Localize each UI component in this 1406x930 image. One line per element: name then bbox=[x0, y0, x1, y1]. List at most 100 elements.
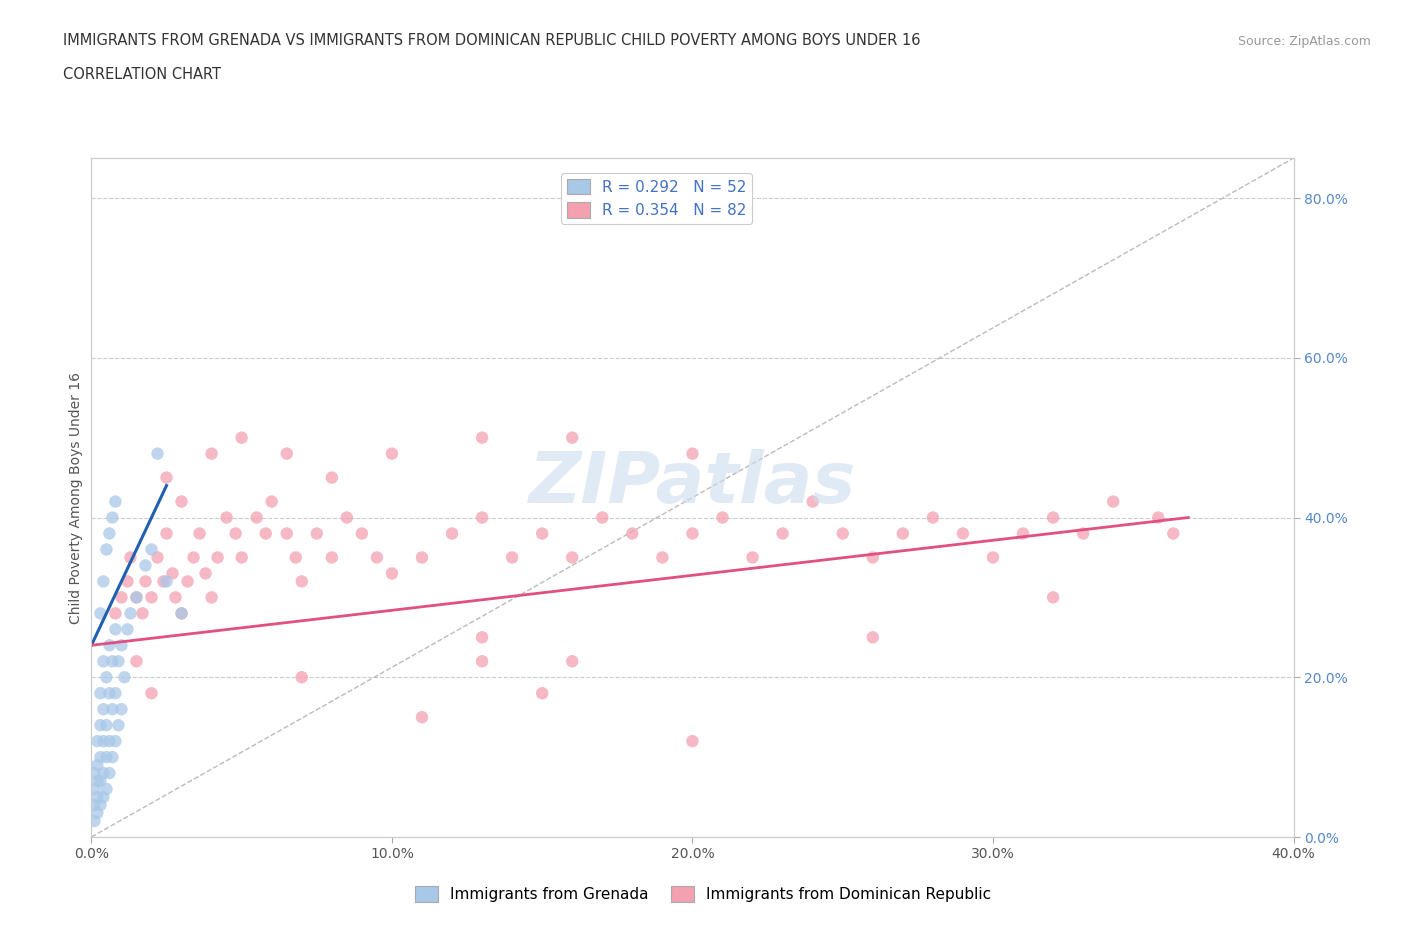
Point bbox=[86, 805, 108, 820]
Point bbox=[104, 606, 127, 621]
Point bbox=[531, 685, 554, 700]
Point bbox=[104, 622, 127, 637]
Point bbox=[101, 510, 124, 525]
Point bbox=[104, 734, 127, 749]
Point bbox=[891, 526, 914, 541]
Point bbox=[188, 526, 211, 541]
Point bbox=[681, 734, 703, 749]
Point bbox=[801, 494, 824, 509]
Point bbox=[93, 790, 115, 804]
Point bbox=[411, 710, 433, 724]
Point bbox=[291, 574, 314, 589]
Point bbox=[125, 590, 148, 604]
Point bbox=[110, 702, 132, 717]
Point bbox=[120, 550, 142, 565]
Point bbox=[98, 734, 121, 749]
Point bbox=[89, 798, 111, 813]
Text: IMMIGRANTS FROM GRENADA VS IMMIGRANTS FROM DOMINICAN REPUBLIC CHILD POVERTY AMON: IMMIGRANTS FROM GRENADA VS IMMIGRANTS FR… bbox=[63, 33, 921, 48]
Point bbox=[291, 670, 314, 684]
Point bbox=[350, 526, 373, 541]
Point bbox=[93, 702, 115, 717]
Point bbox=[215, 510, 238, 525]
Point bbox=[86, 774, 108, 789]
Point bbox=[621, 526, 644, 541]
Point bbox=[276, 446, 298, 461]
Point bbox=[110, 638, 132, 653]
Point bbox=[183, 550, 205, 565]
Point bbox=[336, 510, 359, 525]
Legend: R = 0.292   N = 52, R = 0.354   N = 82: R = 0.292 N = 52, R = 0.354 N = 82 bbox=[561, 173, 752, 224]
Point bbox=[170, 606, 193, 621]
Point bbox=[89, 774, 111, 789]
Point bbox=[83, 765, 105, 780]
Point bbox=[110, 590, 132, 604]
Point bbox=[89, 606, 111, 621]
Point bbox=[1161, 526, 1184, 541]
Point bbox=[155, 574, 177, 589]
Point bbox=[1147, 510, 1170, 525]
Point bbox=[155, 471, 177, 485]
Point bbox=[201, 446, 224, 461]
Point bbox=[681, 446, 703, 461]
Point bbox=[952, 526, 974, 541]
Point bbox=[1012, 526, 1035, 541]
Point bbox=[1042, 510, 1064, 525]
Point bbox=[146, 550, 169, 565]
Point bbox=[831, 526, 853, 541]
Point bbox=[101, 654, 124, 669]
Point bbox=[134, 558, 156, 573]
Point bbox=[170, 494, 193, 509]
Point bbox=[93, 734, 115, 749]
Point bbox=[93, 574, 115, 589]
Point bbox=[141, 590, 163, 604]
Point bbox=[321, 471, 343, 485]
Point bbox=[83, 798, 105, 813]
Point bbox=[114, 670, 136, 684]
Point bbox=[772, 526, 794, 541]
Point bbox=[381, 566, 404, 581]
Point bbox=[284, 550, 307, 565]
Point bbox=[96, 542, 118, 557]
Point bbox=[1071, 526, 1094, 541]
Point bbox=[561, 550, 583, 565]
Point bbox=[93, 654, 115, 669]
Point bbox=[98, 526, 121, 541]
Point bbox=[107, 718, 129, 733]
Text: ZIPatlas: ZIPatlas bbox=[529, 449, 856, 518]
Point bbox=[155, 526, 177, 541]
Point bbox=[711, 510, 734, 525]
Point bbox=[411, 550, 433, 565]
Point bbox=[104, 494, 127, 509]
Point bbox=[86, 734, 108, 749]
Point bbox=[107, 654, 129, 669]
Point bbox=[125, 654, 148, 669]
Text: Source: ZipAtlas.com: Source: ZipAtlas.com bbox=[1237, 35, 1371, 48]
Point bbox=[83, 814, 105, 829]
Point bbox=[96, 750, 118, 764]
Point bbox=[1042, 590, 1064, 604]
Point bbox=[260, 494, 283, 509]
Point bbox=[125, 590, 148, 604]
Point bbox=[207, 550, 229, 565]
Point bbox=[96, 718, 118, 733]
Point bbox=[741, 550, 763, 565]
Point bbox=[862, 550, 884, 565]
Point bbox=[681, 526, 703, 541]
Point bbox=[104, 685, 127, 700]
Point bbox=[471, 510, 494, 525]
Point bbox=[146, 446, 169, 461]
Point bbox=[98, 685, 121, 700]
Point bbox=[231, 431, 253, 445]
Point bbox=[1102, 494, 1125, 509]
Point bbox=[981, 550, 1004, 565]
Point bbox=[141, 685, 163, 700]
Point bbox=[162, 566, 184, 581]
Point bbox=[381, 446, 404, 461]
Point bbox=[134, 574, 156, 589]
Point bbox=[98, 638, 121, 653]
Point bbox=[254, 526, 277, 541]
Point bbox=[89, 750, 111, 764]
Point bbox=[131, 606, 153, 621]
Point bbox=[591, 510, 613, 525]
Point bbox=[225, 526, 247, 541]
